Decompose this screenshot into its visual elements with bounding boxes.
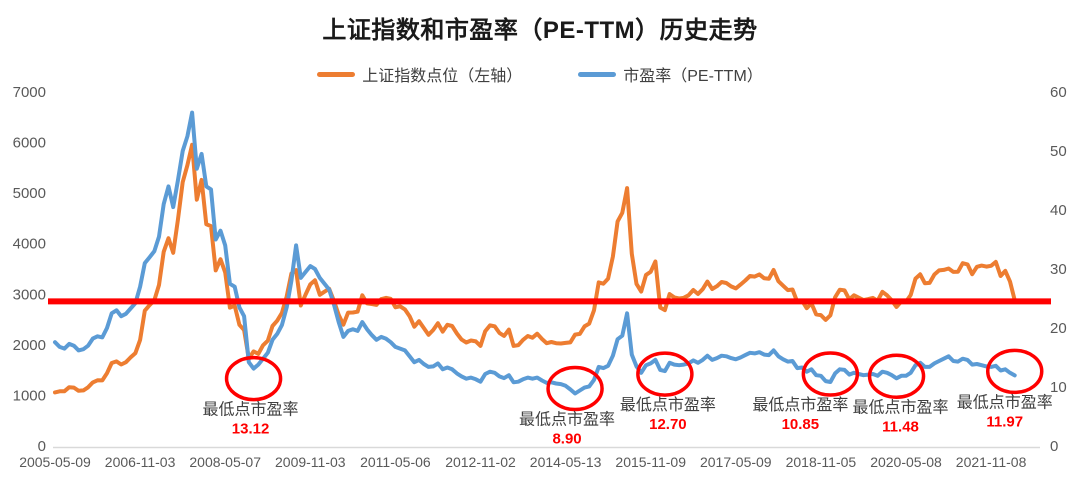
x-axis-tick-label: 2017-05-09 <box>700 454 772 470</box>
annotation-value: 13.12 <box>232 421 270 438</box>
right-axis-tick-label: 30 <box>1050 261 1067 278</box>
right-axis-tick-label: 40 <box>1050 202 1067 219</box>
annotation-circle <box>867 353 926 400</box>
annotation-value: 8.90 <box>552 430 581 447</box>
index-series-line <box>53 142 1017 395</box>
pe-series-swatch-icon <box>578 71 617 77</box>
right-axis-tick-label: 50 <box>1050 143 1067 160</box>
right-axis-tick-label: 20 <box>1050 320 1067 337</box>
annotation-circle <box>636 351 694 397</box>
annotation-circle <box>546 365 604 412</box>
x-axis-tick-label: 2012-11-02 <box>445 454 516 470</box>
left-axis-tick-label: 3000 <box>13 286 46 303</box>
chart-title: 上证指数和市盈率（PE-TTM）历史走势 <box>322 17 758 44</box>
x-axis-tick-label: 2020-05-08 <box>870 454 942 470</box>
x-axis-tick-label: 2005-05-09 <box>19 454 91 470</box>
left-axis-tick-label: 6000 <box>13 135 46 152</box>
x-axis-tick-label: 2018-11-05 <box>786 454 857 470</box>
legend-label-index: 上证指数点位（左轴） <box>362 68 523 85</box>
annotation-label: 最低点市盈率 <box>203 401 299 419</box>
annotation-label: 最低点市盈率 <box>620 396 716 414</box>
pe-series-line <box>53 110 1017 396</box>
x-axis-tick-label: 2009-11-03 <box>275 454 346 470</box>
annotation-label: 最低点市盈率 <box>957 393 1053 411</box>
annotation-value: 12.70 <box>649 416 687 433</box>
annotation-circle <box>801 351 860 397</box>
annotation-label: 最低点市盈率 <box>752 396 848 414</box>
left-axis-tick-label: 2000 <box>13 337 46 354</box>
left-axis-tick-label: 0 <box>38 438 46 455</box>
legend: 上证指数点位（左轴） 市盈率（PE-TTM） <box>0 62 1080 86</box>
x-axis-tick-label: 2021-11-08 <box>956 454 1027 470</box>
annotation-circle <box>224 355 283 402</box>
left-axis-tick-label: 5000 <box>13 185 46 202</box>
legend-item-index: 上证指数点位（左轴） <box>317 62 522 86</box>
annotation-label: 最低点市盈率 <box>519 410 615 428</box>
right-axis-tick-label: 0 <box>1050 438 1058 455</box>
x-axis-tick-label: 2015-11-09 <box>615 454 686 470</box>
annotation-value: 10.85 <box>782 416 820 433</box>
left-axis-tick-label: 1000 <box>13 387 46 404</box>
x-axis-tick-label: 2011-05-06 <box>360 454 431 470</box>
left-axis-tick-label: 4000 <box>13 236 46 253</box>
annotation-value: 11.48 <box>882 418 919 435</box>
annotation-circle <box>985 348 1044 395</box>
index-series-swatch-icon <box>317 71 356 77</box>
x-axis-tick-label: 2014-05-13 <box>530 454 602 470</box>
left-axis-tick-label: 7000 <box>13 84 46 101</box>
right-axis-tick-label: 60 <box>1050 84 1067 101</box>
x-axis-tick-label: 2006-11-03 <box>105 454 176 470</box>
annotation-label: 最低点市盈率 <box>853 398 949 416</box>
annotation-value: 11.97 <box>986 413 1023 430</box>
legend-item-pe: 市盈率（PE-TTM） <box>578 62 763 86</box>
right-axis-tick-label: 10 <box>1050 379 1067 396</box>
legend-label-pe: 市盈率（PE-TTM） <box>623 68 763 85</box>
x-axis-tick-label: 2008-05-07 <box>189 454 261 470</box>
